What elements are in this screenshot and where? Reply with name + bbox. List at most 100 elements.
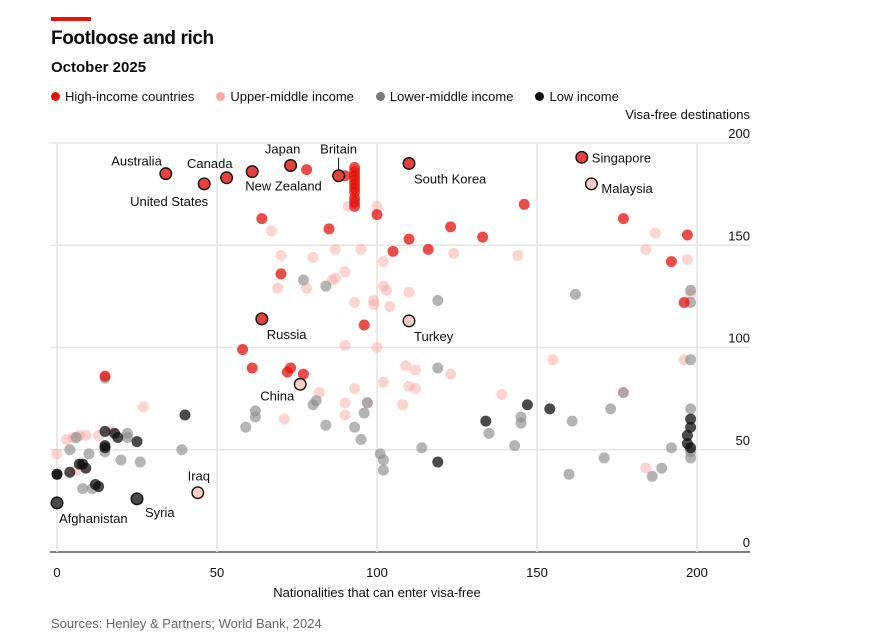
- data-point-lower: [416, 442, 428, 454]
- highlighted-points: [50, 150, 598, 510]
- x-tick-labels: 0 50 100 150 200: [53, 565, 707, 580]
- data-point-lower: [358, 407, 370, 419]
- data-point-upper: [384, 301, 396, 313]
- data-point-upper: [349, 382, 361, 394]
- data-point-high: [237, 344, 249, 356]
- x-tick-label: 0: [53, 565, 60, 580]
- highlight-point-new-zealand: [245, 165, 259, 179]
- annotation-label: Britain: [320, 142, 357, 157]
- highlight-point-singapore: [575, 150, 589, 164]
- data-point-upper: [339, 339, 351, 351]
- legend-dot-icon: [51, 92, 60, 101]
- annotation-label: China: [260, 388, 295, 403]
- highlight-point-turkey: [402, 314, 416, 328]
- x-tick-label: 50: [210, 565, 224, 580]
- data-point-lower: [685, 354, 697, 366]
- annotation-label: Japan: [265, 141, 300, 156]
- data-point-lower: [566, 415, 578, 427]
- data-points: [51, 162, 697, 495]
- data-point-lower: [361, 397, 373, 409]
- annotation-label: Canada: [187, 156, 233, 171]
- data-point-upper: [377, 376, 389, 388]
- annotation-label: New Zealand: [245, 179, 322, 194]
- data-point-lower: [349, 421, 361, 433]
- data-point-upper: [640, 243, 652, 255]
- data-point-lower: [320, 280, 332, 292]
- y-tick-label: 100: [728, 331, 750, 346]
- data-point-upper: [275, 249, 287, 261]
- data-point-upper: [445, 368, 457, 380]
- annotation-label: Afghanistan: [59, 511, 128, 526]
- annotation-label: South Korea: [414, 171, 487, 186]
- legend-item-high-income: High-income countries: [51, 89, 194, 104]
- data-point-lower: [432, 362, 444, 374]
- data-point-upper: [51, 448, 63, 460]
- x-tick-label: 100: [366, 565, 388, 580]
- data-point-upper: [409, 364, 421, 376]
- data-point-lower: [70, 431, 82, 443]
- annotation-label: Turkey: [414, 329, 454, 344]
- data-point-lower: [320, 419, 332, 431]
- legend-label: Upper-middle income: [230, 89, 354, 104]
- data-point-high: [246, 362, 258, 374]
- chart-subtitle: October 2025: [51, 59, 147, 76]
- data-point-lower: [134, 456, 146, 468]
- data-point-low: [681, 429, 693, 441]
- data-point-upper: [80, 429, 92, 441]
- data-point-lower: [656, 462, 668, 474]
- data-point-lower: [176, 444, 188, 456]
- legend-dot-icon: [375, 92, 385, 101]
- data-point-low: [73, 458, 85, 470]
- data-point-upper: [339, 266, 351, 278]
- annotation-label: Singapore: [592, 150, 651, 165]
- data-point-upper: [397, 399, 409, 411]
- y-tick-label: 0: [743, 535, 750, 550]
- brand-accent-bar: [51, 17, 91, 21]
- data-point-upper: [349, 297, 361, 309]
- data-point-low: [432, 456, 444, 468]
- data-point-high: [358, 319, 370, 331]
- data-point-lower: [569, 288, 581, 300]
- source-note: Sources: Henley & Partners; World Bank, …: [51, 616, 322, 631]
- data-point-upper: [371, 200, 383, 212]
- highlight-point-afghanistan: [50, 496, 64, 510]
- y-tick-label: 200: [728, 126, 750, 141]
- legend-label: High-income countries: [65, 89, 195, 104]
- data-point-upper: [355, 243, 367, 255]
- data-point-upper: [368, 299, 380, 311]
- data-point-lower: [355, 434, 367, 446]
- highlight-point-malaysia: [584, 177, 598, 191]
- data-point-upper: [496, 389, 508, 401]
- data-point-low: [51, 468, 63, 480]
- data-point-upper: [307, 252, 319, 264]
- data-point-low: [480, 415, 492, 427]
- data-point-lower: [563, 468, 575, 480]
- data-point-lower: [249, 411, 261, 423]
- data-point-lower: [307, 399, 319, 411]
- data-point-high: [301, 164, 313, 176]
- y-tick-label: 150: [728, 228, 750, 243]
- data-point-low: [131, 436, 143, 448]
- data-point-upper: [381, 284, 393, 296]
- data-point-lower: [685, 452, 697, 464]
- data-point-upper: [278, 413, 290, 425]
- data-point-upper: [377, 256, 389, 268]
- data-point-low: [64, 466, 76, 478]
- highlight-point-south-korea: [402, 156, 416, 170]
- data-point-lower: [509, 440, 521, 452]
- annotation-label: Russia: [267, 327, 308, 342]
- data-point-upper: [640, 462, 652, 474]
- x-tick-label: 150: [526, 565, 548, 580]
- data-point-low: [685, 413, 697, 425]
- data-point-upper: [265, 225, 277, 237]
- x-tick-label: 200: [686, 565, 708, 580]
- data-point-lower: [685, 403, 697, 415]
- legend-label: Low income: [549, 89, 619, 104]
- chart-title: Footloose and rich: [51, 28, 214, 49]
- legend-item-lower-middle-income: Lower-middle income: [375, 89, 513, 104]
- data-point-low: [112, 431, 124, 443]
- data-point-lower: [685, 284, 697, 296]
- data-point-upper: [272, 282, 284, 294]
- data-point-high: [422, 243, 434, 255]
